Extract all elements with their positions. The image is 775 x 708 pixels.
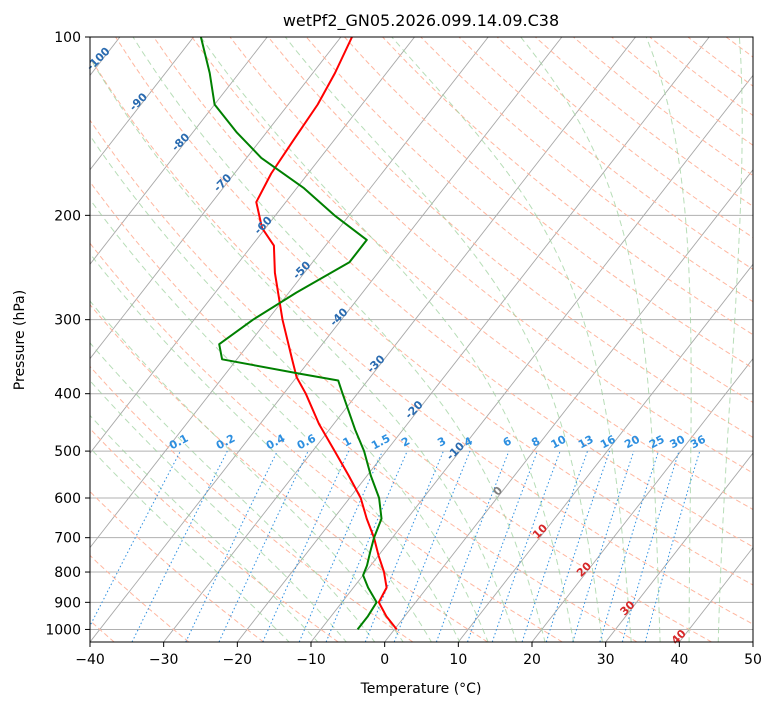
y-tick-label: 400 xyxy=(54,387,81,403)
x-tick-label: −10 xyxy=(296,652,326,668)
moist-adiabat xyxy=(520,37,661,642)
mixing-ratio-label: 25 xyxy=(647,433,667,452)
dry-adiabat xyxy=(90,242,563,642)
isotherm-line xyxy=(90,37,563,642)
dry-adiabat xyxy=(305,37,753,403)
mixing-ratio-line xyxy=(262,450,350,642)
mixing-ratio-label: 20 xyxy=(622,432,642,451)
plot-area xyxy=(90,37,753,642)
x-axis-ticks: −40 −30 −20 −10 0 10 20 30 40 50 xyxy=(75,642,762,668)
isotherm-line xyxy=(457,263,753,642)
profile-series xyxy=(199,37,398,631)
chart-title: wetPf2_GN05.2026.099.14.09.C38 xyxy=(283,11,559,31)
mixing-ratio-line xyxy=(572,450,635,642)
isotherm-line xyxy=(531,357,753,642)
dry-adiabat xyxy=(90,365,414,642)
x-tick-label: 20 xyxy=(523,652,541,668)
mixing-ratio-line xyxy=(644,450,701,642)
mixing-ratio-label: 30 xyxy=(668,432,688,451)
mixing-ratio-line xyxy=(393,450,471,642)
x-tick-label: −30 xyxy=(149,652,179,668)
mixing-ratio-line xyxy=(435,450,510,642)
mixing-ratio-label: 10 xyxy=(549,433,569,452)
plot-frame xyxy=(89,36,754,643)
mixing-ratio-line xyxy=(621,450,680,642)
moist-adiabat xyxy=(90,57,518,642)
y-tick-label: 100 xyxy=(54,30,81,46)
x-tick-label: −40 xyxy=(75,652,105,668)
mixing-ratio-label: 13 xyxy=(576,433,596,452)
x-tick-label: 40 xyxy=(670,652,688,668)
mixing-ratio-label: 16 xyxy=(598,433,618,452)
mixing-ratio-lines xyxy=(90,450,701,642)
dry-adiabat xyxy=(153,37,753,548)
moist-adiabat xyxy=(284,37,603,642)
moist-adiabat xyxy=(90,252,432,642)
y-axis-title: Pressure (hPa) xyxy=(12,290,28,390)
x-axis-title: Temperature (°C) xyxy=(360,681,482,697)
isotherm-line xyxy=(90,37,415,454)
y-axis-ticks: 100 200 300 400 500 600 700 800 900 1000 xyxy=(45,30,90,638)
moist-adiabat xyxy=(717,37,743,642)
y-tick-label: 200 xyxy=(54,208,81,224)
x-tick-label: 0 xyxy=(380,652,389,668)
moist-adiabat xyxy=(132,37,546,642)
dry-adiabat xyxy=(344,37,753,369)
y-tick-label: 300 xyxy=(54,313,81,329)
mixing-ratio-line xyxy=(521,450,588,642)
dry-adiabat xyxy=(90,303,488,642)
isotherm-line xyxy=(236,37,710,642)
isotherm-line xyxy=(163,37,636,642)
moist-adiabat xyxy=(90,342,376,642)
x-tick-label: 10 xyxy=(449,652,467,668)
mixing-ratio-line xyxy=(491,450,561,642)
mixing-ratio-line xyxy=(467,450,538,642)
isotherm-line xyxy=(90,37,489,549)
x-tick-label: −20 xyxy=(223,652,253,668)
moist-adiabat xyxy=(90,300,404,642)
isotherm-line xyxy=(90,37,342,360)
mixing-ratio-label: 36 xyxy=(688,433,708,452)
y-tick-label: 800 xyxy=(54,565,81,581)
dry-adiabat xyxy=(382,37,753,336)
x-tick-label: 50 xyxy=(744,652,762,668)
isotherm-line xyxy=(90,37,194,171)
mixing-ratio-line xyxy=(298,450,383,642)
isotherm-line xyxy=(605,452,753,642)
moist-adiabat xyxy=(90,198,461,642)
mixing-ratio-line xyxy=(364,450,444,642)
dry-adiabat xyxy=(90,554,190,642)
isotherm-line xyxy=(384,169,753,642)
mixing-ratio-line xyxy=(599,450,659,642)
y-tick-label: 600 xyxy=(54,491,81,507)
skewed-isotherms xyxy=(90,37,753,642)
moist-adiabat xyxy=(90,134,489,642)
isotherm-line xyxy=(90,37,268,265)
moist-adiabat xyxy=(645,37,692,642)
dry-adiabat xyxy=(90,56,753,625)
dewpoint-profile-line xyxy=(199,37,383,631)
dry-adiabat xyxy=(115,37,753,586)
y-tick-label: 900 xyxy=(54,595,81,611)
moist-adiabat xyxy=(90,447,290,642)
dry-adiabat xyxy=(229,37,753,474)
moist-adiabat xyxy=(391,37,632,642)
moist-adiabat xyxy=(200,37,575,642)
dry-adiabats xyxy=(90,37,753,642)
dry-adiabat xyxy=(90,119,712,642)
y-tick-label: 700 xyxy=(54,531,81,547)
mixing-ratio-line xyxy=(131,450,228,642)
y-tick-label: 500 xyxy=(54,444,81,460)
mixing-ratio-line xyxy=(545,450,611,642)
mixing-ratio-line xyxy=(325,450,408,642)
y-tick-label: 1000 xyxy=(45,622,81,638)
temperature-profile-line xyxy=(255,37,398,631)
x-tick-label: 30 xyxy=(597,652,615,668)
dry-adiabat xyxy=(90,490,264,642)
